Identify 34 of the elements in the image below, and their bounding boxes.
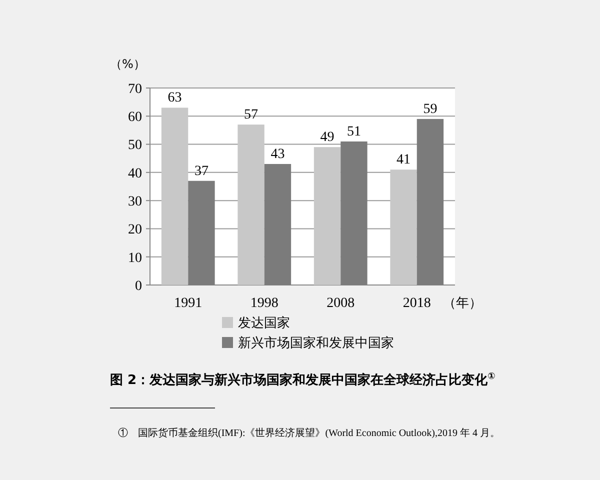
bar [161,108,188,285]
data-label: 57 [244,108,258,123]
bar [188,180,215,285]
x-tick-label: 2018 [402,296,431,311]
data-label: 41 [396,152,411,168]
bar [238,124,264,285]
x-tick-label: 1991 [174,296,202,311]
y-tick-label: 10 [128,250,142,266]
data-label: 51 [346,124,361,140]
legend-label: 发达国家 [238,315,290,331]
bar [264,164,292,285]
data-label: 37 [194,164,208,179]
bar [390,170,417,285]
y-tick-label: 40 [128,166,142,182]
y-tick-label: 30 [128,194,142,210]
x-tick-label: 1998 [250,296,278,311]
y-tick-label: 60 [128,110,142,126]
legend-label: 新兴市场国家和发展中国家 [238,335,394,351]
y-axis-title: （%） [110,57,146,71]
x-axis-title: （年） [443,296,482,311]
data-label: 49 [320,130,334,146]
bar [340,141,368,285]
y-tick-label: 0 [135,278,142,294]
data-label: 43 [270,146,285,162]
y-tick-label: 50 [128,138,142,154]
y-tick-label: 70 [128,82,142,97]
x-tick-label: 2008 [326,296,355,311]
data-label: 63 [168,90,182,106]
bar [416,118,444,285]
bar [314,147,341,285]
data-label: 59 [423,102,438,117]
text: 图 2：发达国家与新兴市场国家和发展中国家在全球经济占比变化$^{①}$ [110,372,496,388]
y-tick-label: 20 [128,222,142,238]
text: ① 国际货币基金组织(IMF):《世界经济展望》(World Economic Outlook),2019 年 4 月。 [118,427,500,439]
